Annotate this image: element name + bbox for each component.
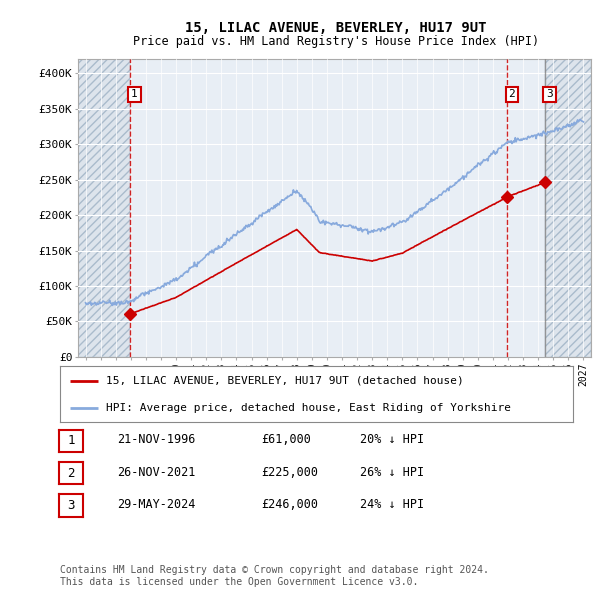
Text: Price paid vs. HM Land Registry's House Price Index (HPI): Price paid vs. HM Land Registry's House … [133,35,539,48]
Text: 26-NOV-2021: 26-NOV-2021 [117,466,196,478]
Text: £61,000: £61,000 [261,433,311,446]
Text: 2: 2 [67,467,74,480]
Text: 20% ↓ HPI: 20% ↓ HPI [360,433,424,446]
Text: 3: 3 [67,499,74,512]
Text: 15, LILAC AVENUE, BEVERLEY, HU17 9UT (detached house): 15, LILAC AVENUE, BEVERLEY, HU17 9UT (de… [106,376,464,386]
Text: 24% ↓ HPI: 24% ↓ HPI [360,498,424,511]
Text: HPI: Average price, detached house, East Riding of Yorkshire: HPI: Average price, detached house, East… [106,403,511,413]
Text: 1: 1 [67,434,74,447]
Text: 29-MAY-2024: 29-MAY-2024 [117,498,196,511]
Text: 2: 2 [508,90,515,100]
Text: 21-NOV-1996: 21-NOV-1996 [117,433,196,446]
Text: 1: 1 [131,90,138,100]
Text: £246,000: £246,000 [261,498,318,511]
Text: 3: 3 [546,90,553,100]
Text: 26% ↓ HPI: 26% ↓ HPI [360,466,424,478]
Text: 15, LILAC AVENUE, BEVERLEY, HU17 9UT: 15, LILAC AVENUE, BEVERLEY, HU17 9UT [185,21,487,35]
Text: Contains HM Land Registry data © Crown copyright and database right 2024.
This d: Contains HM Land Registry data © Crown c… [60,565,489,587]
Text: £225,000: £225,000 [261,466,318,478]
